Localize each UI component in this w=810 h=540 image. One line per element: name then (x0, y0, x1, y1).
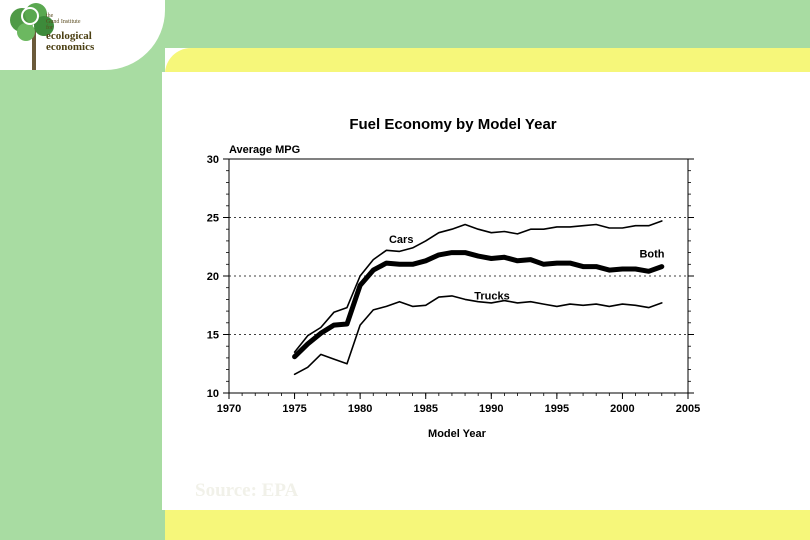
logo: the Gund Institute for ecological econom… (0, 0, 165, 70)
y-tick-label: 25 (207, 213, 219, 225)
x-axis-label: Model Year (428, 428, 487, 440)
series-line-both (292, 250, 665, 360)
logo-line-3: for (46, 25, 53, 31)
x-tick-label: 1970 (217, 403, 241, 415)
series-line-cars (293, 220, 663, 353)
x-tick-label: 2005 (676, 403, 700, 415)
x-tick-label: 1975 (282, 403, 306, 415)
x-tick-label: 1995 (545, 403, 569, 415)
source-note: Source: EPA (195, 480, 299, 501)
series-label-trucks: Trucks (474, 290, 509, 302)
logo-line-1: the (46, 13, 54, 19)
x-tick-label: 2000 (610, 403, 634, 415)
logo-line-5: economics (46, 41, 95, 53)
y-tick-label: 20 (207, 271, 219, 283)
y-tick-label: 15 (207, 330, 219, 342)
series-label-cars: Cars (389, 234, 413, 246)
x-tick-label: 1985 (413, 403, 437, 415)
series-label-both: Both (639, 248, 664, 260)
logo-line-4: ecological (46, 30, 92, 42)
series-line-trucks (293, 295, 663, 376)
y-axis-label: Average MPG (229, 144, 300, 156)
x-tick-label: 1980 (348, 403, 372, 415)
x-tick-label: 1990 (479, 403, 503, 415)
chart-title: Fuel Economy by Model Year (349, 116, 556, 133)
y-tick-label: 10 (207, 388, 219, 400)
logo-line-2: Gund Institute (46, 19, 81, 25)
side-band (0, 48, 165, 540)
tree-icon (10, 3, 54, 70)
y-tick-label: 30 (207, 154, 219, 166)
chart-card (162, 72, 810, 510)
